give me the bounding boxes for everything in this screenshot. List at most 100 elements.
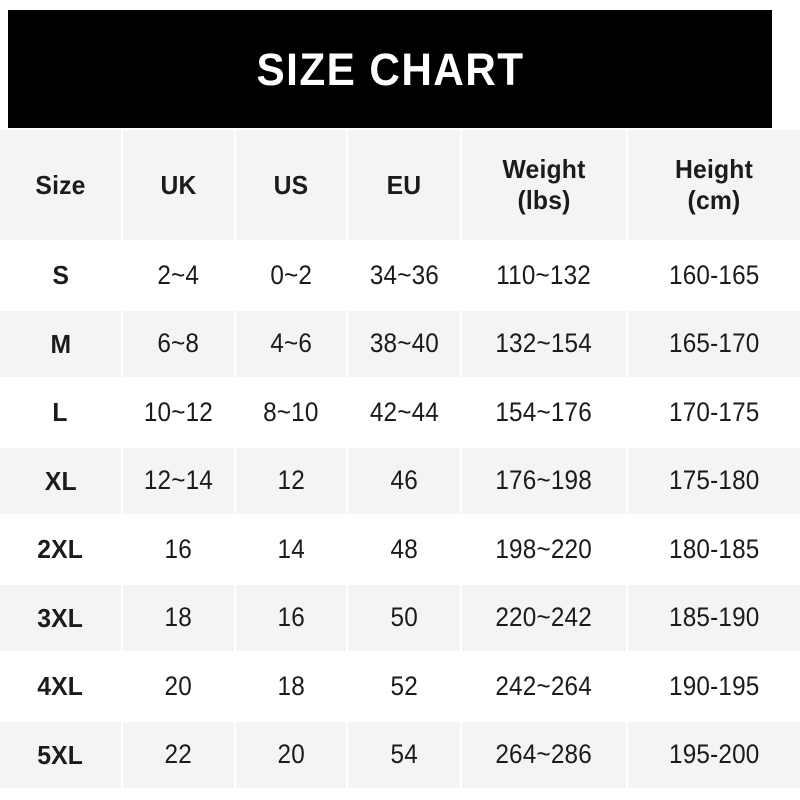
- cell-weight-text: 198~220: [495, 533, 593, 564]
- cell-height: 170-175: [628, 379, 800, 448]
- size-chart-table: Size UK US EU Weight (lbs) Height (cm): [0, 130, 800, 790]
- cell-weight: 110~132: [462, 242, 628, 311]
- cell-height: 180-185: [628, 516, 800, 585]
- cell-height: 160-165: [628, 242, 800, 311]
- cell-uk: 18: [123, 584, 236, 653]
- title-banner: SIZE CHART: [8, 10, 772, 128]
- cell-size: 3XL: [0, 584, 123, 653]
- cell-weight-text: 176~198: [495, 465, 593, 496]
- cell-eu-text: 54: [390, 739, 418, 770]
- column-header-weight-unit: (lbs): [517, 185, 571, 215]
- cell-size: 5XL: [0, 721, 123, 790]
- cell-size-text: 3XL: [37, 602, 84, 633]
- cell-us: 18: [236, 653, 348, 722]
- cell-height-text: 170-175: [668, 396, 760, 427]
- cell-weight-text: 242~264: [495, 670, 593, 701]
- cell-uk: 10~12: [123, 379, 236, 448]
- cell-us-text: 14: [277, 533, 305, 564]
- cell-uk-text: 20: [164, 670, 193, 701]
- cell-us: 4~6: [236, 310, 348, 379]
- column-header-uk: UK: [123, 130, 236, 242]
- cell-eu-text: 46: [390, 465, 418, 496]
- cell-uk: 12~14: [123, 447, 236, 516]
- cell-height: 165-170: [628, 310, 800, 379]
- cell-size-text: 4XL: [37, 671, 84, 702]
- cell-us: 20: [236, 721, 348, 790]
- table-body: S 2~4 0~2 34~36 110~132 160-165 M 6~8 4~…: [0, 242, 800, 790]
- cell-size: L: [0, 379, 123, 448]
- column-header-us: US: [236, 130, 348, 242]
- cell-weight-text: 154~176: [495, 396, 593, 427]
- cell-eu-text: 50: [390, 602, 418, 633]
- table-row: L 10~12 8~10 42~44 154~176 170-175: [0, 379, 800, 448]
- cell-uk-text: 2~4: [157, 259, 200, 290]
- cell-eu-text: 48: [390, 533, 418, 564]
- cell-size: M: [0, 310, 123, 379]
- table-row: 3XL 18 16 50 220~242 185-190: [0, 584, 800, 653]
- cell-weight: 132~154: [462, 310, 628, 379]
- cell-weight: 198~220: [462, 516, 628, 585]
- cell-eu: 52: [348, 653, 462, 722]
- cell-size-text: XL: [44, 465, 77, 496]
- cell-us-text: 20: [277, 739, 305, 770]
- page-title: SIZE CHART: [256, 43, 524, 95]
- cell-uk-text: 18: [164, 602, 193, 633]
- cell-size-text: M: [50, 328, 71, 359]
- column-header-us-label: US: [273, 169, 309, 200]
- cell-uk: 20: [123, 653, 236, 722]
- column-header-height-label: Height: [675, 154, 753, 185]
- cell-uk: 16: [123, 516, 236, 585]
- cell-uk-text: 12~14: [143, 465, 214, 496]
- cell-height: 175-180: [628, 447, 800, 516]
- table-row: 2XL 16 14 48 198~220 180-185: [0, 516, 800, 585]
- cell-us-text: 4~6: [270, 328, 312, 359]
- cell-height-text: 185-190: [668, 602, 760, 633]
- cell-uk: 2~4: [123, 242, 236, 311]
- cell-us: 0~2: [236, 242, 348, 311]
- cell-weight-text: 110~132: [496, 259, 592, 290]
- cell-height: 185-190: [628, 584, 800, 653]
- column-header-weight: Weight (lbs): [462, 130, 628, 242]
- cell-weight: 154~176: [462, 379, 628, 448]
- cell-height-text: 195-200: [668, 739, 760, 770]
- cell-size: S: [0, 242, 123, 311]
- cell-uk-text: 22: [164, 739, 193, 770]
- cell-eu-text: 34~36: [369, 259, 439, 290]
- cell-uk: 6~8: [123, 310, 236, 379]
- cell-us-text: 8~10: [263, 396, 319, 427]
- cell-weight: 176~198: [462, 447, 628, 516]
- column-header-eu-label: EU: [386, 169, 422, 200]
- cell-eu: 50: [348, 584, 462, 653]
- column-header-size: Size: [0, 130, 123, 242]
- cell-eu: 34~36: [348, 242, 462, 311]
- cell-weight: 264~286: [462, 721, 628, 790]
- cell-height-text: 175-180: [668, 465, 760, 496]
- cell-eu: 42~44: [348, 379, 462, 448]
- cell-us-text: 12: [277, 465, 305, 496]
- cell-size: 2XL: [0, 516, 123, 585]
- column-header-eu: EU: [348, 130, 462, 242]
- column-header-uk-label: UK: [160, 169, 197, 200]
- table-row: 4XL 20 18 52 242~264 190-195: [0, 653, 800, 722]
- table-header-row: Size UK US EU Weight (lbs) Height (cm): [0, 130, 800, 242]
- cell-height-text: 190-195: [668, 670, 760, 701]
- cell-eu: 46: [348, 447, 462, 516]
- cell-eu: 54: [348, 721, 462, 790]
- cell-eu: 38~40: [348, 310, 462, 379]
- cell-eu-text: 38~40: [369, 328, 439, 359]
- cell-weight-text: 220~242: [495, 602, 593, 633]
- cell-us-text: 0~2: [270, 259, 312, 290]
- cell-us: 14: [236, 516, 348, 585]
- column-header-weight-label: Weight: [502, 154, 586, 185]
- cell-us: 8~10: [236, 379, 348, 448]
- cell-size-text: S: [52, 260, 69, 291]
- cell-us: 16: [236, 584, 348, 653]
- table-row: XL 12~14 12 46 176~198 175-180: [0, 447, 800, 516]
- cell-height: 190-195: [628, 653, 800, 722]
- table-row: S 2~4 0~2 34~36 110~132 160-165: [0, 242, 800, 311]
- cell-uk-text: 10~12: [143, 396, 214, 427]
- column-header-height-unit: (cm): [687, 185, 741, 215]
- cell-height-text: 165-170: [668, 328, 760, 359]
- cell-us: 12: [236, 447, 348, 516]
